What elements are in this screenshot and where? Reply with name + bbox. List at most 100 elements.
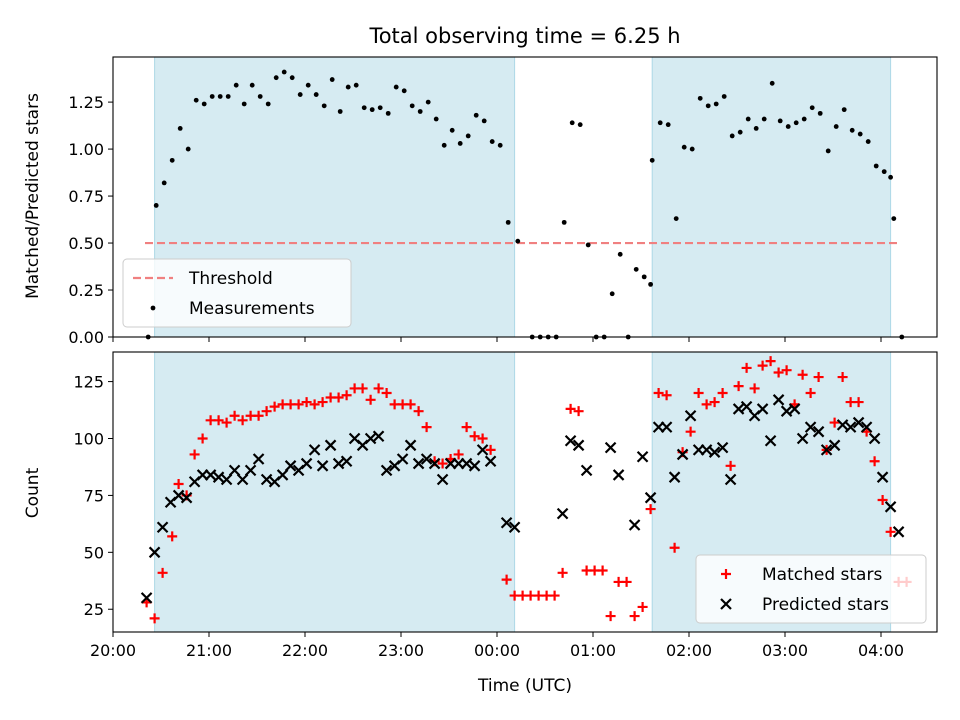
predicted-star-point	[412, 457, 425, 470]
matched-star-point	[237, 415, 248, 426]
matched-star-point	[757, 360, 768, 371]
matched-star-point	[357, 383, 368, 394]
x-tick-label: 02:00	[666, 641, 712, 660]
matched-star-point	[157, 567, 168, 578]
measurement-point	[777, 118, 783, 124]
predicted-star-point	[172, 489, 185, 502]
measurement-point	[185, 146, 191, 152]
legend-predicted-swatch	[720, 598, 732, 610]
measurement-point	[888, 174, 893, 180]
legend-measurement-swatch	[150, 305, 156, 311]
predicted-star-point	[668, 471, 681, 483]
matched-star-point	[661, 390, 672, 401]
measurement-point	[457, 141, 463, 146]
y-tick-label: 125	[73, 373, 104, 392]
measurement-point	[337, 109, 343, 114]
measurement-point	[721, 94, 727, 99]
matched-star-point	[437, 458, 448, 469]
measurement-point	[425, 99, 431, 105]
predicted-star-point	[396, 453, 409, 465]
predicted-star-point	[764, 435, 777, 447]
measurement-point	[417, 109, 423, 114]
measurement-point	[497, 142, 503, 148]
measurement-point	[201, 101, 207, 107]
y-tick-label: 0.75	[68, 187, 104, 206]
predicted-star-point	[252, 453, 265, 465]
matched-star-point	[565, 403, 576, 414]
x-tick-label: 21:00	[186, 641, 232, 660]
measurement-point	[489, 139, 495, 144]
predicted-star-point	[604, 441, 617, 454]
matched-star-point	[453, 449, 464, 460]
measurement-point	[881, 169, 887, 175]
matched-star-point	[167, 531, 178, 542]
predicted-star-point	[212, 471, 225, 483]
matched-ratio-panel: 0.00 0.25 0.50 0.75 1.00 1.25 Threshold Measure…	[68, 56, 938, 347]
predicted-star-point	[868, 432, 881, 445]
matched-star-point	[781, 365, 792, 376]
matched-star-point	[261, 406, 272, 417]
measurement-point	[169, 157, 175, 163]
matched-star-point	[501, 574, 512, 585]
measurement-point	[361, 105, 367, 111]
predicted-star-point	[508, 521, 521, 534]
predicted-star-point	[684, 409, 697, 422]
matched-star-point	[301, 397, 312, 408]
predicted-star-point	[772, 394, 785, 406]
matched-star-point	[869, 456, 880, 467]
matched-star-point	[269, 401, 280, 412]
matched-star-point	[725, 460, 736, 471]
measurement-point	[809, 105, 815, 111]
y-tick-label: 50	[84, 543, 104, 562]
predicted-star-point	[300, 457, 313, 470]
observing-window-0	[154, 352, 515, 632]
y-tick-label: 0.25	[68, 281, 104, 300]
predicted-star-point	[724, 473, 737, 486]
measurement-point	[665, 122, 671, 128]
measurement-point	[273, 75, 279, 81]
measurement-point	[217, 94, 223, 99]
measurement-point	[409, 103, 415, 109]
measurement-point	[449, 127, 455, 133]
predicted-star-point	[332, 457, 345, 470]
y-tick-label: 75	[84, 486, 104, 505]
predicted-star-point	[860, 421, 873, 433]
predicted-star-point	[572, 439, 585, 452]
matched-star-point	[293, 399, 304, 410]
measurement-point	[825, 148, 831, 154]
measurement-point	[321, 103, 327, 109]
predicted-star-point	[812, 425, 825, 438]
matched-star-point	[813, 372, 824, 383]
matched-star-point	[837, 372, 848, 383]
x-tick-label: 23:00	[378, 641, 424, 660]
measurement-point	[177, 126, 183, 131]
measurement-point	[617, 251, 623, 257]
matched-star-point	[317, 397, 328, 408]
matched-star-point	[805, 387, 816, 398]
predicted-star-point	[836, 419, 849, 431]
y-tick-label: 25	[84, 600, 104, 619]
measurement-point	[505, 219, 511, 225]
matched-star-point	[469, 431, 480, 442]
measurement-point	[801, 116, 807, 122]
predicted-star-point	[708, 446, 721, 458]
predicted-star-point	[372, 430, 385, 443]
matched-star-point	[365, 394, 376, 405]
measurement-point	[609, 291, 615, 297]
measurement-point	[793, 120, 799, 126]
measurement-point	[401, 88, 407, 94]
matched-star-point	[549, 590, 560, 601]
chart-title: Total observing time = 6.25 h	[368, 24, 680, 48]
legend-matched-swatch	[721, 569, 731, 579]
predicted-star-point	[476, 444, 489, 456]
measurement-point	[289, 75, 295, 81]
predicted-star-point	[316, 460, 329, 472]
measurement-point	[753, 126, 759, 131]
matched-star-point	[693, 387, 704, 398]
measurement-point	[577, 122, 583, 128]
matched-star-point	[229, 410, 240, 421]
measurement-point	[769, 80, 775, 86]
predicted-star-point	[556, 507, 569, 520]
predicted-star-point	[308, 444, 321, 456]
